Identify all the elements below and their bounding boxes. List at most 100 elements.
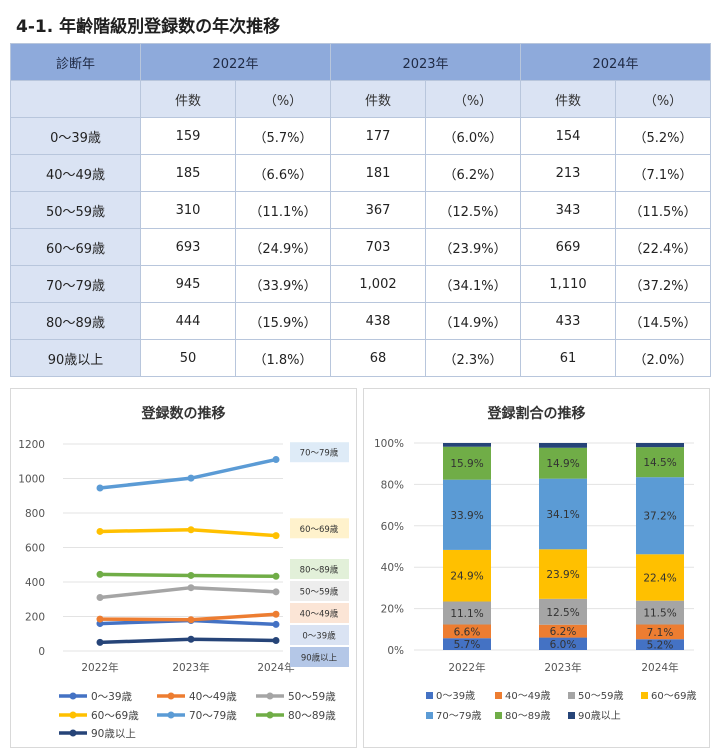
table-row: 90歳以上 50 （1.8%） 68 （2.3%） 61 （2.0%） xyxy=(10,339,711,377)
legend-swatch xyxy=(426,712,433,719)
bar-data-label: 6.0% xyxy=(550,639,577,651)
count-cell: 181 xyxy=(330,154,426,192)
end-label-box xyxy=(290,442,349,463)
table-row: 50～59歳 310 （11.1%） 367 （12.5%） 343 （11.5%） xyxy=(10,191,711,229)
age-group-label: 90歳以上 xyxy=(10,339,141,377)
legend-label: 40～49歳 xyxy=(189,691,237,703)
legend-item: 60～69歳 xyxy=(641,690,696,702)
bar-data-label: 24.9% xyxy=(450,571,483,583)
data-point xyxy=(96,570,104,578)
data-point xyxy=(187,635,195,643)
x-tick-label: 2024年 xyxy=(257,661,294,674)
end-label-box xyxy=(290,581,349,601)
legend-swatch xyxy=(495,692,502,699)
pct-cell: （6.2%） xyxy=(425,154,521,192)
legend-marker xyxy=(266,711,274,719)
data-point xyxy=(272,532,280,540)
data-point xyxy=(272,588,280,596)
y-tick-label: 0% xyxy=(387,645,404,657)
legend-label: 70～79歳 xyxy=(189,710,237,722)
legend-item: 90歳以上 xyxy=(59,728,136,740)
pct-cell: （6.0%） xyxy=(425,117,521,155)
y-tick-label: 20% xyxy=(381,604,404,616)
end-label-text: 70～79歳 xyxy=(300,448,339,459)
series-end-label: 80～89歳 xyxy=(290,559,349,579)
bar-data-label: 5.7% xyxy=(454,639,481,651)
series-end-label: 50～59歳 xyxy=(290,581,349,601)
bar-data-label: 11.5% xyxy=(643,608,676,620)
bar-segment xyxy=(443,638,491,650)
pct-header: （%） xyxy=(235,80,331,118)
legend-marker xyxy=(69,711,77,719)
end-label-box xyxy=(290,518,349,539)
y-tick-label: 80% xyxy=(381,479,404,491)
age-group-label: 50～59歳 xyxy=(10,191,141,229)
legend-item: 40～49歳 xyxy=(157,691,237,703)
pct-cell: （2.0%） xyxy=(615,339,711,377)
count-header: 件数 xyxy=(520,80,616,118)
count-header: 件数 xyxy=(330,80,426,118)
legend-marker xyxy=(167,692,175,700)
count-cell: 154 xyxy=(520,117,616,155)
series-end-label: 40～49歳 xyxy=(290,603,349,623)
legend-marker xyxy=(167,711,175,719)
end-label-box xyxy=(290,647,349,667)
bar-data-label: 11.1% xyxy=(450,608,483,620)
corner-label: 診断年 xyxy=(10,43,141,81)
count-cell: 61 xyxy=(520,339,616,377)
legend-item: 50～59歳 xyxy=(256,691,336,703)
y-tick-label: 100% xyxy=(374,438,404,450)
bar-data-label: 37.2% xyxy=(643,511,676,523)
end-label-box xyxy=(290,625,349,645)
bar-data-label: 12.5% xyxy=(546,607,579,619)
pct-cell: （2.3%） xyxy=(425,339,521,377)
age-group-label: 40～49歳 xyxy=(10,154,141,192)
bar-data-label: 23.9% xyxy=(546,569,579,581)
bar-segment xyxy=(636,639,684,650)
legend-item: 80～89歳 xyxy=(256,710,336,722)
table-header-row: 診断年 2022年 2023年 2024年 xyxy=(10,43,711,81)
bar-data-label: 15.9% xyxy=(450,458,483,470)
bar-segment xyxy=(636,447,684,478)
stacked-bar-chart: 0% 20% 40% 60% 80% 100% 2022年 2023年 2024年 5.7%6.6… xyxy=(374,438,696,722)
end-label-text: 90歳以上 xyxy=(301,653,338,664)
count-cell: 213 xyxy=(520,154,616,192)
count-cell: 68 xyxy=(330,339,426,377)
bar-segment xyxy=(443,479,491,550)
legend-label: 50～59歳 xyxy=(578,690,623,702)
bar-data-label: 5.2% xyxy=(647,640,674,652)
bar-segment xyxy=(636,554,684,601)
x-tick-label: 2023年 xyxy=(172,661,209,674)
pct-cell: （14.9%） xyxy=(425,302,521,340)
end-label-box xyxy=(290,559,349,579)
end-label-text: 40～49歳 xyxy=(300,609,339,620)
count-cell: 703 xyxy=(330,228,426,266)
line-chart-panel: 登録数の推移 0 200 400 600 800 1000 1200 2022年 2023年 20… xyxy=(10,388,357,748)
count-cell: 693 xyxy=(140,228,236,266)
pct-cell: （33.9%） xyxy=(235,265,331,303)
bar-segment xyxy=(636,477,684,555)
count-cell: 50 xyxy=(140,339,236,377)
bar-data-label: 14.5% xyxy=(643,457,676,469)
pct-cell: （1.8%） xyxy=(235,339,331,377)
legend-label: 60～69歳 xyxy=(91,710,139,722)
legend-label: 90歳以上 xyxy=(578,710,621,722)
pct-cell: （12.5%） xyxy=(425,191,521,229)
legend-label: 0～39歳 xyxy=(436,690,475,702)
legend-marker xyxy=(69,692,77,700)
legend-swatch xyxy=(568,712,575,719)
x-tick-label: 2024年 xyxy=(641,661,678,674)
pct-header: （%） xyxy=(425,80,521,118)
table-row: 80～89歳 444 （15.9%） 438 （14.9%） 433 （14.5%） xyxy=(10,302,711,340)
y-tick-label: 200 xyxy=(25,612,45,624)
data-point xyxy=(187,616,195,624)
bar-data-label: 33.9% xyxy=(450,510,483,522)
bar-segment xyxy=(539,478,587,550)
bar-data-label: 7.1% xyxy=(647,627,674,639)
data-point xyxy=(272,620,280,628)
bar-segment xyxy=(443,624,491,639)
count-cell: 185 xyxy=(140,154,236,192)
y-tick-label: 60% xyxy=(381,521,404,533)
legend-label: 60～69歳 xyxy=(651,690,696,702)
pct-cell: （7.1%） xyxy=(615,154,711,192)
